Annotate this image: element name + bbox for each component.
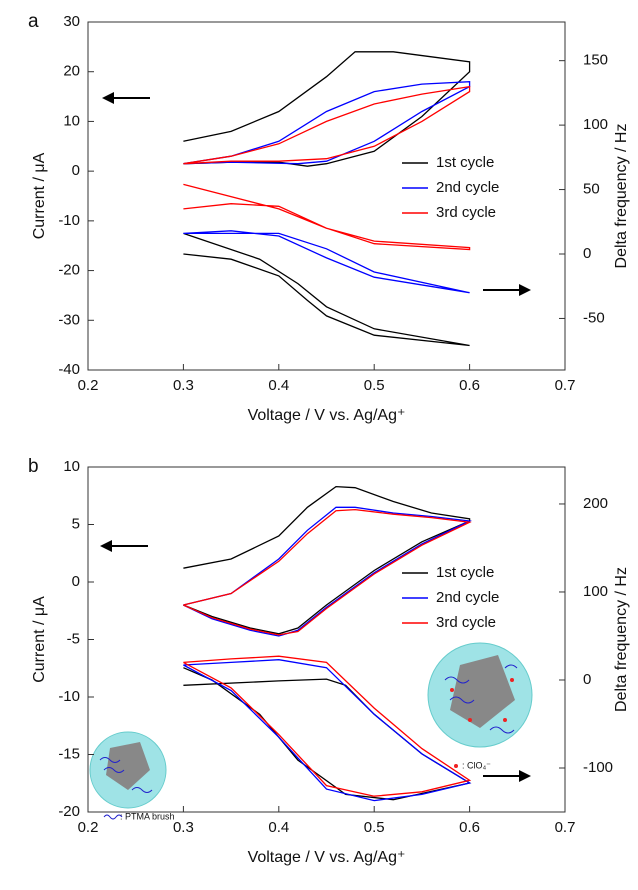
current-curve xyxy=(183,85,471,165)
y-tick-label: -10 xyxy=(58,212,80,229)
y-tick-label: 5 xyxy=(72,515,80,532)
y-tick-label: -15 xyxy=(58,745,80,762)
y2-axis-label: Delta frequency / Hz xyxy=(613,124,630,269)
frequency-curve xyxy=(183,232,470,347)
x-tick-label: 0.2 xyxy=(78,819,99,836)
y-tick-label: -30 xyxy=(58,311,80,328)
panel-label: b xyxy=(28,456,39,477)
y-tick-label: -40 xyxy=(58,361,80,378)
y2-tick-label: 100 xyxy=(583,116,608,133)
y-tick-label: 30 xyxy=(63,13,80,30)
y-tick-label: 10 xyxy=(63,112,80,129)
current-curve xyxy=(183,506,472,637)
y2-tick-label: 0 xyxy=(583,245,591,262)
frequency-curve xyxy=(183,655,472,797)
x-tick-label: 0.4 xyxy=(268,819,289,836)
frequency-curve xyxy=(183,183,471,251)
x-tick-label: 0.5 xyxy=(364,819,385,836)
annotation: : PTMA brush xyxy=(120,811,175,821)
y-tick-label: 20 xyxy=(63,63,80,80)
legend-label: 3rd cycle xyxy=(436,204,496,221)
y2-tick-label: 200 xyxy=(583,495,608,512)
y2-tick-label: 100 xyxy=(583,583,608,600)
legend-label: 3rd cycle xyxy=(436,614,496,631)
x-axis-label: Voltage / V vs. Ag/Ag⁺ xyxy=(248,849,406,866)
y-tick-label: 0 xyxy=(72,573,80,590)
legend-label: 2nd cycle xyxy=(436,589,499,606)
x-tick-label: 0.7 xyxy=(555,377,576,394)
x-axis-label: Voltage / V vs. Ag/Ag⁺ xyxy=(248,407,406,424)
y-tick-label: -5 xyxy=(67,630,80,647)
y-tick-label: 0 xyxy=(72,162,80,179)
y-axis-label: Current / μA xyxy=(31,152,48,239)
y2-tick-label: 50 xyxy=(583,181,600,198)
y2-axis-label: Delta frequency / Hz xyxy=(613,567,630,712)
y-tick-label: -20 xyxy=(58,803,80,820)
x-tick-label: 0.7 xyxy=(555,819,576,836)
inset-small-sphere xyxy=(89,731,167,820)
y2-tick-label: -100 xyxy=(583,759,613,776)
x-tick-label: 0.3 xyxy=(173,819,194,836)
panel-label: a xyxy=(28,11,39,32)
y-axis-label: Current / μA xyxy=(31,596,48,683)
y-tick-label: -20 xyxy=(58,262,80,279)
legend-label: 1st cycle xyxy=(436,154,494,171)
y-tick-label: -10 xyxy=(58,688,80,705)
x-tick-label: 0.6 xyxy=(459,377,480,394)
y2-tick-label: 0 xyxy=(583,671,591,688)
x-tick-label: 0.4 xyxy=(268,377,289,394)
x-tick-label: 0.2 xyxy=(78,377,99,394)
plot-frame xyxy=(87,21,566,371)
frequency-curve xyxy=(183,230,470,294)
x-tick-label: 0.6 xyxy=(459,819,480,836)
annotation: : ClO₄⁻ xyxy=(462,760,491,770)
current-curve xyxy=(183,508,472,636)
y2-tick-label: 150 xyxy=(583,52,608,69)
x-tick-label: 0.5 xyxy=(364,377,385,394)
legend-label: 1st cycle xyxy=(436,564,494,581)
arrows xyxy=(100,92,531,782)
current-curve xyxy=(183,485,471,635)
inset-large-sphere xyxy=(427,642,533,768)
frequency-curve xyxy=(183,659,472,802)
x-tick-label: 0.3 xyxy=(173,377,194,394)
y2-tick-label: -50 xyxy=(583,309,605,326)
current-curve xyxy=(183,81,471,165)
legend-label: 2nd cycle xyxy=(436,179,499,196)
y-tick-label: 10 xyxy=(63,458,80,475)
